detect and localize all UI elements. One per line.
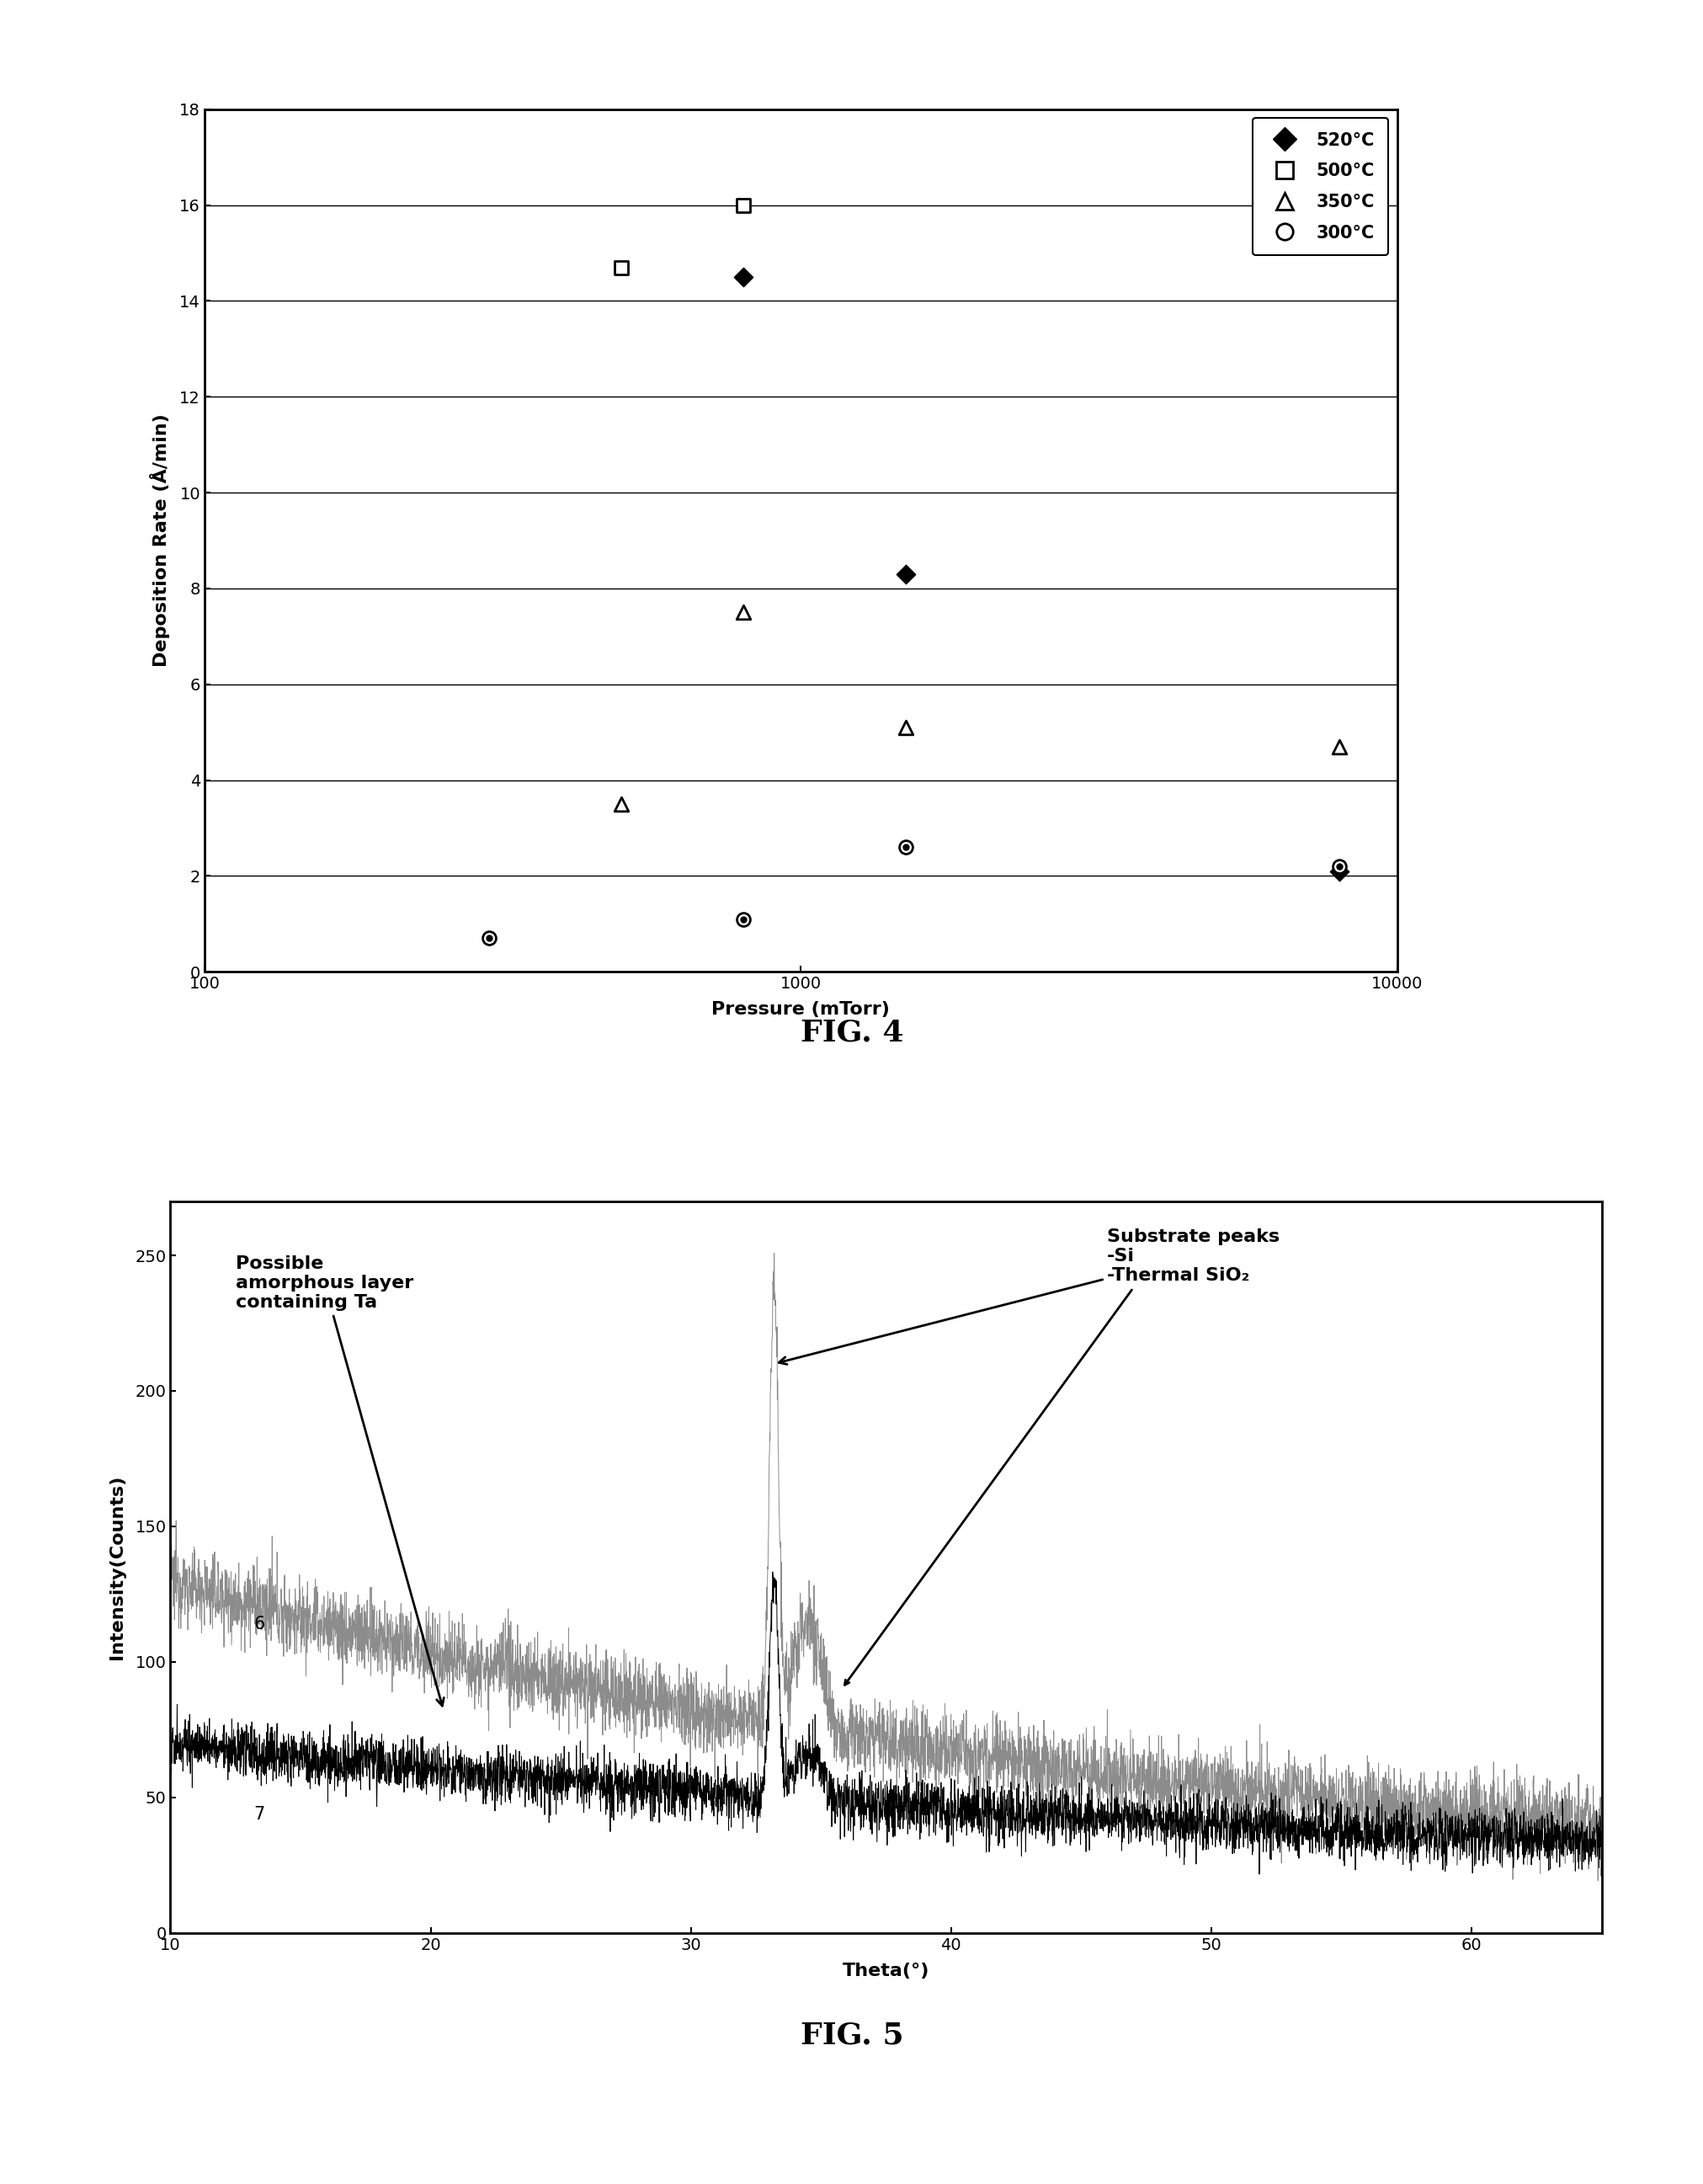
Point (892, 830, 920, 865)
Point (892, 557, 920, 592)
Point (1325, 854, 1352, 889)
Point (729, 260, 756, 295)
Text: 7: 7 (254, 1806, 264, 1821)
Point (608, 249, 635, 284)
Point (475, 922, 502, 957)
Text: FIG. 5: FIG. 5 (800, 2020, 903, 2051)
Point (729, 902, 756, 937)
Text: Possible
amorphous layer
containing Ta: Possible amorphous layer containing Ta (235, 1256, 444, 1706)
Text: 6: 6 (254, 1616, 264, 1634)
Text: Substrate peaks
-Si
-Thermal SiO₂: Substrate peaks -Si -Thermal SiO₂ (778, 1227, 1279, 1365)
Point (729, 902, 756, 937)
Point (729, 594, 756, 629)
Point (475, 922, 502, 957)
Y-axis label: Intensity(Counts): Intensity(Counts) (109, 1474, 126, 1660)
Point (892, 830, 920, 865)
Text: FIG. 4: FIG. 4 (800, 1018, 903, 1048)
Point (1325, 729, 1352, 764)
X-axis label: Theta(°): Theta(°) (841, 1961, 930, 1979)
Point (608, 786, 635, 821)
Legend: 520°C, 500°C, 350°C, 300°C: 520°C, 500°C, 350°C, 300°C (1252, 118, 1388, 256)
Point (1325, 850, 1352, 885)
Point (1325, 850, 1352, 885)
Point (892, 710, 920, 745)
X-axis label: Pressure (mTorr): Pressure (mTorr) (712, 1000, 889, 1018)
Y-axis label: Deposition Rate (Å/min): Deposition Rate (Å/min) (150, 415, 170, 666)
Point (729, 188, 756, 223)
